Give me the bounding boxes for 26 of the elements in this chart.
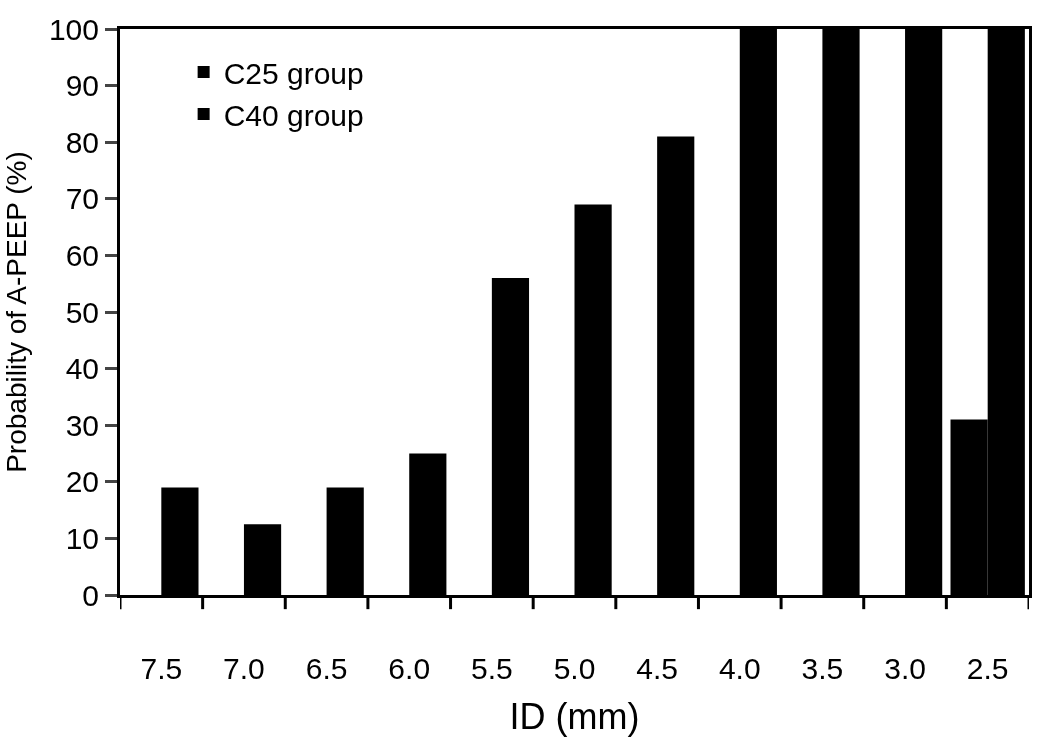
y-tick-label: 100 [48,12,99,46]
x-axis-title: ID (mm) [509,695,640,737]
y-tick-label: 60 [65,238,99,272]
x-tick-label: 4.5 [636,652,678,685]
y-tick-label: 80 [65,125,99,159]
legend-label: C25 group [223,56,364,90]
x-tick-label: 5.0 [553,652,596,685]
y-axis-title: Probability of A-PEEP (%) [0,151,32,473]
y-tick-label: 40 [65,352,99,386]
x-tick-label: 5.5 [471,652,513,685]
y-tick-label: 30 [65,408,99,442]
y-tick-label: 90 [65,69,99,103]
x-tick-label: 6.5 [305,652,348,685]
y-tick-label: 20 [65,465,99,499]
x-tick-label: 7.0 [223,652,265,685]
x-tick-label: 6.0 [388,652,431,685]
x-tick-label: 7.5 [140,652,183,685]
legend-label: C40 group [223,98,364,132]
y-tick-label: 50 [65,295,99,329]
y-tick-label: 70 [65,182,99,216]
x-tick-label: 4.0 [718,652,761,685]
x-tick-label: 3.5 [801,652,844,685]
y-tick-label: 10 [65,521,99,555]
x-tick-label: 3.0 [884,652,926,685]
y-tick-label: 0 [82,578,99,612]
x-tick-label: 2.5 [966,652,1009,685]
